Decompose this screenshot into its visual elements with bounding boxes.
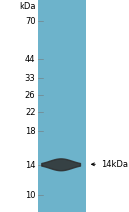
Text: 14: 14 bbox=[25, 161, 35, 170]
Bar bbox=[38, 0, 86, 212]
Text: 44: 44 bbox=[25, 55, 35, 64]
Text: 22: 22 bbox=[25, 108, 35, 117]
Text: 14kDa: 14kDa bbox=[101, 160, 128, 169]
Text: 70: 70 bbox=[25, 17, 35, 26]
Text: 10: 10 bbox=[25, 191, 35, 199]
Text: kDa: kDa bbox=[19, 2, 35, 11]
Text: 18: 18 bbox=[25, 127, 35, 136]
Text: 33: 33 bbox=[25, 74, 35, 83]
Text: 26: 26 bbox=[25, 91, 35, 100]
